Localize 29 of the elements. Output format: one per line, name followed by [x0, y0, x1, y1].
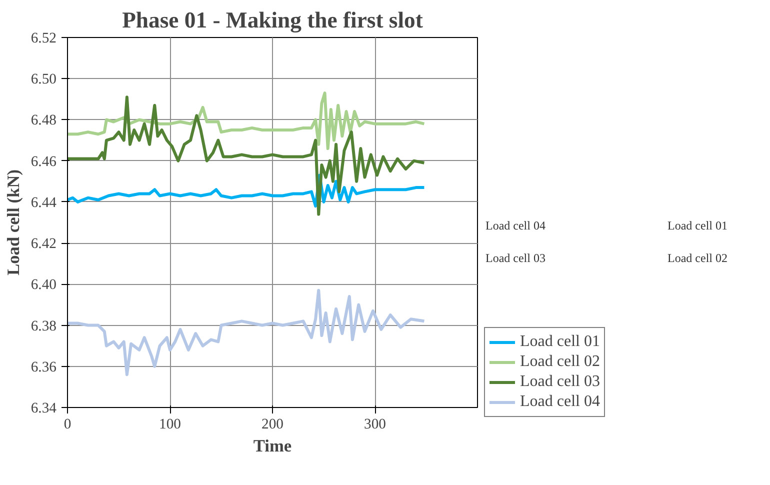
y-tick-label: 6.34	[30, 400, 58, 416]
legend-label: Load cell 03	[520, 373, 600, 391]
text: Load cell 04	[486, 218, 546, 233]
y-axis-title: Load cell (kN)	[4, 169, 23, 276]
x-tick-label: 100	[159, 416, 181, 432]
text: Load cell 02	[668, 251, 728, 266]
legend-label: Load cell 02	[520, 353, 600, 371]
line-series	[68, 92, 426, 150]
chart-title: Phase 01 - Making the first slot	[122, 8, 424, 32]
y-tick-label: 6.38	[30, 318, 57, 334]
y-tick-label: 6.50	[30, 72, 57, 88]
line-series	[68, 288, 426, 376]
text: Load cell 03	[486, 251, 546, 266]
text: Load cell 01	[668, 218, 728, 233]
y-tick-label: 6.44	[30, 194, 58, 211]
x-tick-label: 300	[364, 416, 386, 432]
y-tick-label: 6.40	[30, 277, 57, 294]
y-tick-label: 6.36	[30, 359, 57, 376]
y-tick-label: 6.42	[30, 236, 57, 252]
legend-label: Load cell 04	[520, 393, 600, 411]
x-tick-label: 0	[64, 416, 72, 432]
line-series	[68, 96, 426, 216]
legend-label: Load cell 01	[520, 333, 600, 351]
line-series	[68, 174, 426, 208]
x-tick-label: 200	[262, 416, 284, 432]
y-tick-label: 6.52	[30, 30, 57, 46]
x-axis-title: Time	[253, 436, 292, 456]
y-tick-label: 6.46	[30, 154, 57, 170]
y-tick-label: 6.48	[30, 112, 57, 129]
